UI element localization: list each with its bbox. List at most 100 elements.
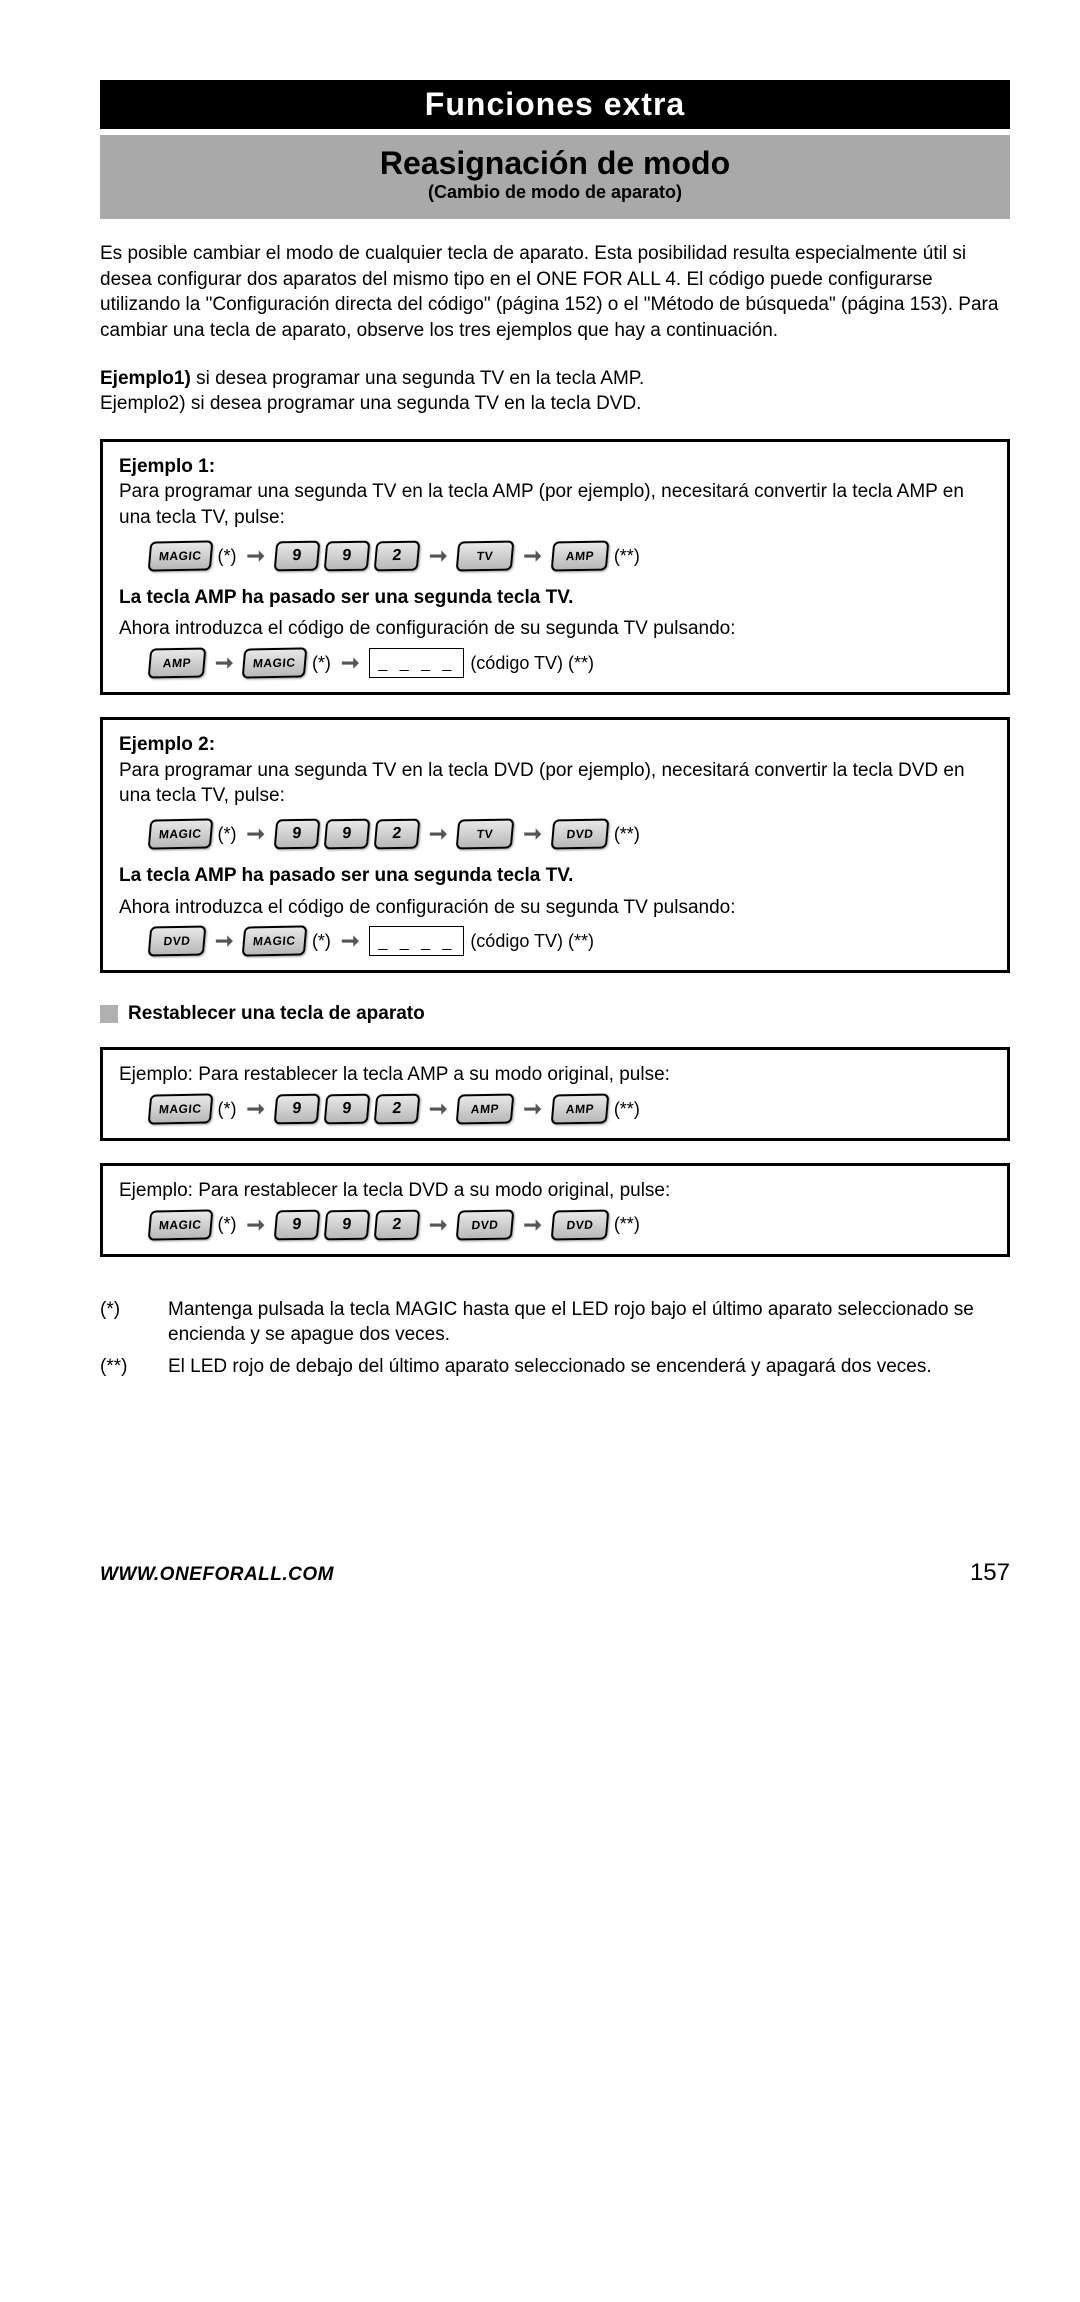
reset-amp-box: Ejemplo: Para restablecer la tecla AMP a… <box>100 1047 1010 1141</box>
note-doublestar: (**) <box>614 544 640 568</box>
example2-box-label: Ejemplo 2: <box>119 734 215 755</box>
arrow-icon: ➞ <box>243 541 269 571</box>
key-amp: AMP <box>550 1093 609 1124</box>
footnote1-text: Mantenga pulsada la tecla MAGIC hasta qu… <box>168 1297 1010 1348</box>
footnote2-text: El LED rojo de debajo del último aparato… <box>168 1354 932 1380</box>
key-9: 9 <box>324 540 371 571</box>
example2-text: si desea programar una segunda TV en la … <box>191 393 642 414</box>
example1-intro: Ejemplo1) si desea programar una segunda… <box>100 366 1010 392</box>
reset-dvd-box: Ejemplo: Para restablecer la tecla DVD a… <box>100 1163 1010 1257</box>
key-9: 9 <box>274 1094 321 1125</box>
note-doublestar: (**) <box>614 1097 640 1121</box>
subheader-subtitle: (Cambio de modo de aparato) <box>100 182 1010 203</box>
key-tv: TV <box>456 818 515 849</box>
key-9: 9 <box>324 819 371 850</box>
arrow-icon: ➞ <box>519 1210 545 1240</box>
bullet-square-icon <box>100 1005 118 1023</box>
key-2: 2 <box>374 1094 421 1125</box>
key-9: 9 <box>324 1209 371 1240</box>
key-tv: TV <box>456 540 515 571</box>
code-label: (código TV) (**) <box>470 929 594 953</box>
key-dvd: DVD <box>550 818 609 849</box>
key-magic: MAGIC <box>148 1093 213 1124</box>
key-magic: MAGIC <box>148 540 213 571</box>
key-2: 2 <box>374 1209 421 1240</box>
arrow-icon: ➞ <box>243 1210 269 1240</box>
note-doublestar: (**) <box>614 822 640 846</box>
key-amp: AMP <box>550 540 609 571</box>
note-star: (*) <box>218 822 237 846</box>
arrow-icon: ➞ <box>337 648 363 678</box>
note-star: (*) <box>312 929 331 953</box>
key-magic: MAGIC <box>148 818 213 849</box>
key-amp: AMP <box>456 1093 515 1124</box>
example1-text: si desea programar una segunda TV en la … <box>196 368 644 389</box>
key-2: 2 <box>374 540 421 571</box>
arrow-icon: ➞ <box>243 819 269 849</box>
reset-heading: Restablecer una tecla de aparato <box>100 1003 1010 1025</box>
arrow-icon: ➞ <box>425 1210 451 1240</box>
key-magic: MAGIC <box>242 926 307 957</box>
example1-row2: AMP ➞ MAGIC (*) ➞ _ _ _ _ (código TV) (*… <box>149 648 991 678</box>
key-dvd: DVD <box>550 1209 609 1240</box>
key-2: 2 <box>374 819 421 850</box>
arrow-icon: ➞ <box>211 648 237 678</box>
key-9: 9 <box>274 1209 321 1240</box>
example2-label: Ejemplo2) <box>100 393 186 414</box>
reset-dvd-desc: Ejemplo: Para restablecer la tecla DVD a… <box>119 1178 991 1204</box>
key-magic: MAGIC <box>148 1209 213 1240</box>
example1-label: Ejemplo1) <box>100 368 191 389</box>
example1-result: La tecla AMP ha pasado ser una segunda t… <box>119 585 991 611</box>
note-star: (*) <box>218 1097 237 1121</box>
example1-box-label: Ejemplo 1: <box>119 456 215 477</box>
note-doublestar: (**) <box>614 1212 640 1236</box>
note-star: (*) <box>218 1212 237 1236</box>
example2-row1: MAGIC (*) ➞ 9 9 2 ➞ TV ➞ DVD (**) <box>149 819 991 849</box>
code-blank: _ _ _ _ <box>369 926 464 956</box>
example2-intro: Ejemplo2) si desea programar una segunda… <box>100 391 1010 417</box>
header-gray: Reasignación de modo (Cambio de modo de … <box>100 135 1010 219</box>
key-9: 9 <box>274 819 321 850</box>
footer: WWW.ONEFORALL.COM 157 <box>100 1559 1010 1587</box>
key-magic: MAGIC <box>242 648 307 679</box>
example2-box-desc: Para programar una segunda TV en la tecl… <box>119 758 991 809</box>
example1-box: Ejemplo 1: Para programar una segunda TV… <box>100 439 1010 695</box>
example1-row1: MAGIC (*) ➞ 9 9 2 ➞ TV ➞ AMP (**) <box>149 541 991 571</box>
reset-dvd-row: MAGIC (*) ➞ 9 9 2 ➞ DVD ➞ DVD (**) <box>149 1210 991 1240</box>
header-black: Funciones extra <box>100 80 1010 129</box>
arrow-icon: ➞ <box>519 819 545 849</box>
arrow-icon: ➞ <box>243 1094 269 1124</box>
key-9: 9 <box>324 1094 371 1125</box>
footnote2-mark: (**) <box>100 1354 148 1380</box>
key-dvd: DVD <box>148 926 207 957</box>
key-amp: AMP <box>148 648 207 679</box>
key-9: 9 <box>274 540 321 571</box>
reset-amp-desc: Ejemplo: Para restablecer la tecla AMP a… <box>119 1062 991 1088</box>
footnotes: (*) Mantenga pulsada la tecla MAGIC hast… <box>100 1297 1010 1380</box>
reset-amp-row: MAGIC (*) ➞ 9 9 2 ➞ AMP ➞ AMP (**) <box>149 1094 991 1124</box>
code-blank: _ _ _ _ <box>369 648 464 678</box>
code-label: (código TV) (**) <box>470 651 594 675</box>
example2-result: La tecla AMP ha pasado ser una segunda t… <box>119 863 991 889</box>
example2-after: Ahora introduzca el código de configurac… <box>119 895 991 921</box>
reset-heading-text: Restablecer una tecla de aparato <box>128 1003 425 1025</box>
page-number: 157 <box>970 1559 1010 1587</box>
intro-paragraph: Es posible cambiar el modo de cualquier … <box>100 241 1010 344</box>
note-star: (*) <box>312 651 331 675</box>
example1-box-desc: Para programar una segunda TV en la tecl… <box>119 479 991 530</box>
footer-url: WWW.ONEFORALL.COM <box>100 1564 334 1586</box>
arrow-icon: ➞ <box>425 1094 451 1124</box>
example2-box: Ejemplo 2: Para programar una segunda TV… <box>100 717 1010 973</box>
note-star: (*) <box>218 544 237 568</box>
arrow-icon: ➞ <box>425 819 451 849</box>
arrow-icon: ➞ <box>519 541 545 571</box>
arrow-icon: ➞ <box>425 541 451 571</box>
example2-row2: DVD ➞ MAGIC (*) ➞ _ _ _ _ (código TV) (*… <box>149 926 991 956</box>
key-dvd: DVD <box>456 1209 515 1240</box>
arrow-icon: ➞ <box>211 926 237 956</box>
footnote1-mark: (*) <box>100 1297 148 1348</box>
example1-after: Ahora introduzca el código de configurac… <box>119 616 991 642</box>
subheader-title: Reasignación de modo <box>100 145 1010 182</box>
arrow-icon: ➞ <box>519 1094 545 1124</box>
arrow-icon: ➞ <box>337 926 363 956</box>
